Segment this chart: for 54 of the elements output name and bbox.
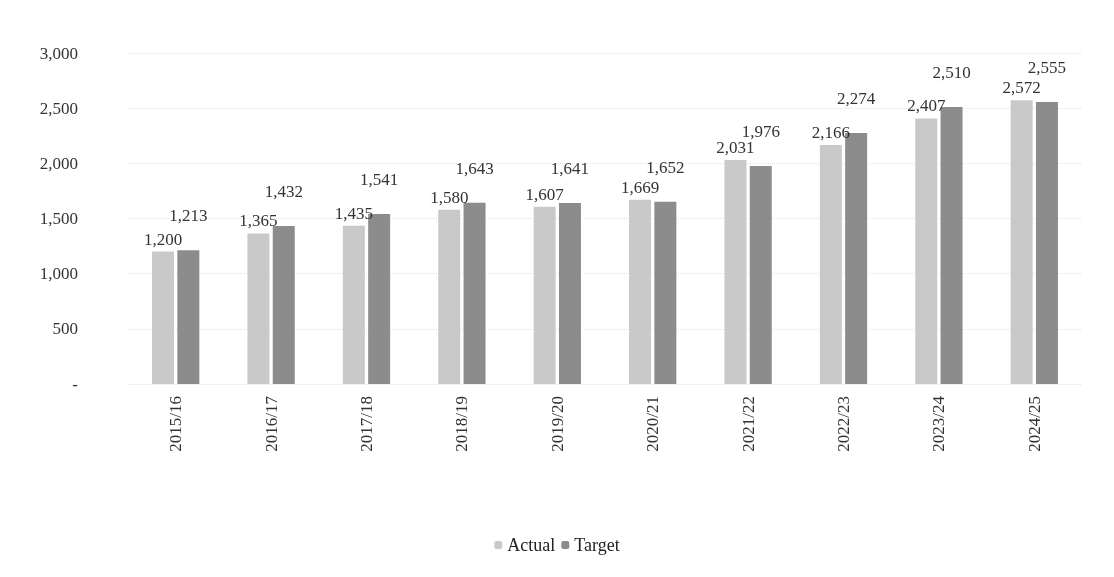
data-label: 1,365 (239, 211, 278, 231)
y-tick-label: - (72, 374, 79, 394)
bar (272, 226, 295, 384)
bar (654, 201, 677, 384)
y-tick-label: 2,000 (39, 153, 78, 173)
x-tick-label: 2024/25 (1024, 396, 1044, 452)
data-label: 2,555 (1027, 58, 1067, 78)
x-tick-label: 2015/16 (166, 396, 186, 452)
data-label: 1,669 (620, 177, 660, 197)
data-label: 2,510 (932, 63, 971, 83)
x-tick-label: 2018/19 (452, 396, 472, 452)
legend-label: Target (574, 535, 620, 555)
bar (724, 159, 747, 384)
y-tick-label: 2,500 (39, 98, 78, 118)
bar (152, 251, 175, 384)
data-label: 2,407 (907, 96, 946, 116)
bar (558, 202, 581, 384)
x-tick-label: 2020/21 (643, 396, 663, 452)
bar (342, 225, 365, 384)
bar (177, 250, 200, 384)
bar (533, 206, 556, 384)
bar (915, 118, 938, 384)
y-tick-label: 1,500 (39, 209, 78, 228)
data-label: 1,435 (334, 203, 373, 223)
bar (629, 199, 652, 384)
data-label: 1,541 (360, 169, 399, 189)
x-tick-label: 2017/18 (357, 396, 376, 452)
y-tick-label: 1,000 (39, 264, 78, 284)
data-label: 1,652 (646, 157, 685, 177)
data-label: 1,213 (169, 206, 208, 226)
data-label: 1,643 (455, 158, 494, 178)
bar (1010, 100, 1033, 384)
bar (819, 145, 842, 384)
y-tick-label: 3,000 (39, 43, 78, 63)
data-label: 1,976 (741, 121, 780, 141)
y-tick-label: 500 (52, 319, 78, 339)
data-label: 2,274 (837, 89, 876, 109)
data-label: 1,432 (264, 182, 303, 201)
data-label: 2,166 (811, 123, 850, 143)
x-tick-label: 2019/20 (547, 396, 567, 452)
x-tick-label: 2016/17 (261, 395, 281, 452)
data-label: 1,607 (525, 184, 565, 204)
x-tick-label: 2023/24 (929, 395, 949, 452)
x-tick-label: 2021/22 (738, 396, 758, 452)
x-tick-label: 2022/23 (834, 396, 853, 452)
data-label: 1,200 (143, 229, 183, 249)
data-label: 2,572 (1002, 78, 1041, 98)
bar (749, 165, 772, 384)
legend-label: Actual (507, 535, 556, 555)
bar (1035, 102, 1058, 384)
data-label: 1,580 (430, 187, 469, 207)
bar (247, 233, 270, 384)
bar (438, 209, 461, 384)
data-label: 1,641 (550, 158, 590, 178)
